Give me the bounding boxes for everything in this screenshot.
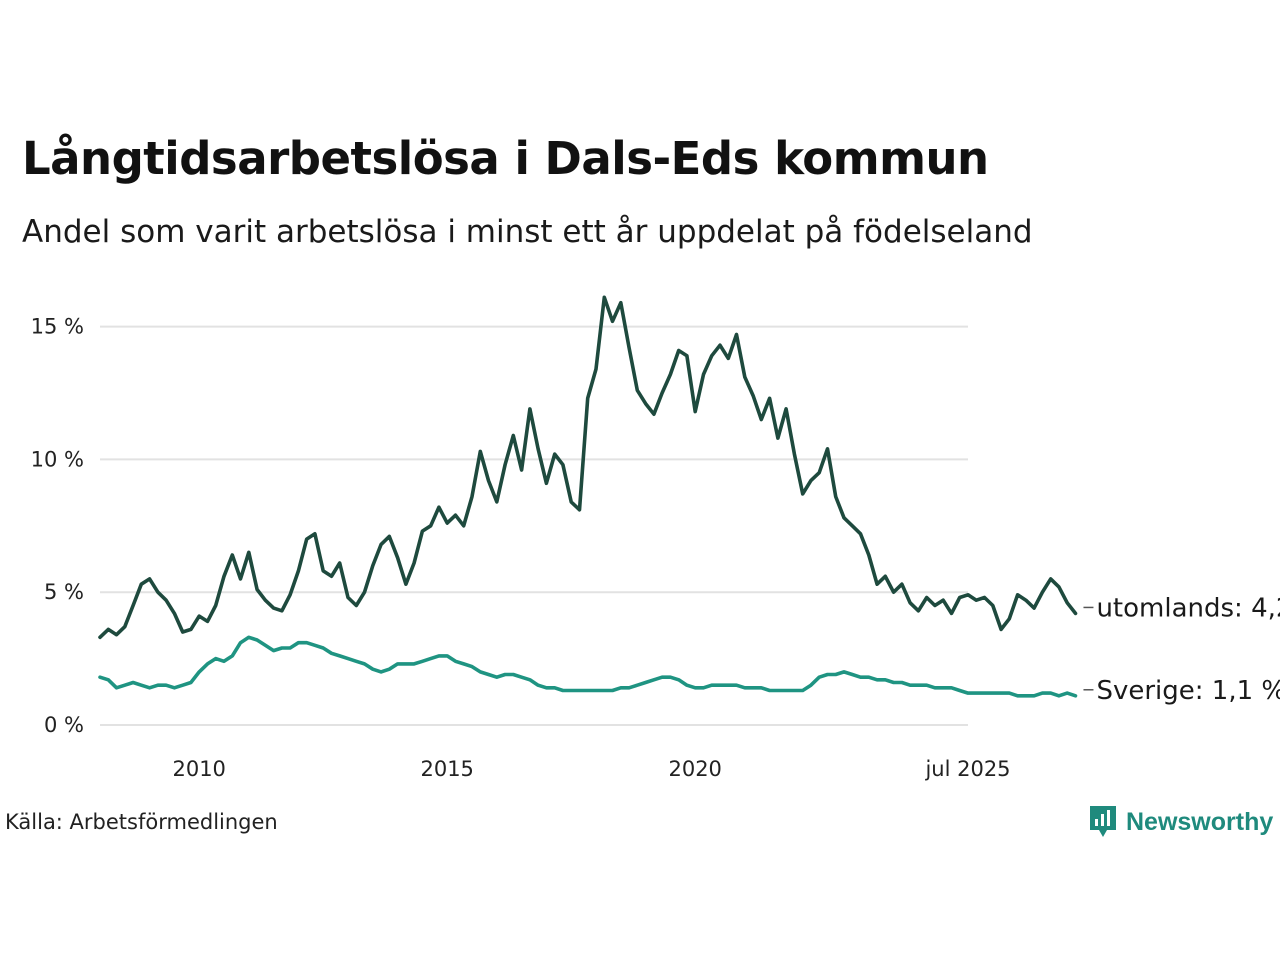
newsworthy-logo-icon [1090, 806, 1116, 837]
x-tick-label: jul 2025 [924, 757, 1010, 781]
x-tick-label: 2010 [172, 757, 225, 781]
series-line-sverige [98, 635, 1078, 698]
grid-lines [100, 325, 968, 726]
brand: Newsworthy [1088, 804, 1273, 840]
chart-title: Långtidsarbetslösa i Dals-Eds kommun [22, 132, 989, 185]
y-tick-label: 10 % [31, 447, 84, 471]
x-tick-label: 2015 [420, 757, 473, 781]
end-labels: utomlands: 4,2 % Sverige: 1,1 % [1083, 593, 1280, 706]
end-label-sverige: Sverige: 1,1 % [1096, 676, 1280, 706]
x-tick-label: 2020 [668, 757, 721, 781]
brand-name: Newsworthy [1126, 807, 1274, 836]
series-lines [98, 295, 1078, 698]
y-tick-label: 15 % [31, 315, 84, 339]
y-tick-label: 5 % [44, 580, 84, 604]
y-axis-ticks: 0 % 5 % 10 % 15 % [31, 315, 84, 737]
y-tick-label: 0 % [44, 713, 84, 737]
line-chart: 0 % 5 % 10 % 15 % 2010 2015 2020 jul 2025 utom… [31, 295, 1280, 781]
end-label-utomlands: utomlands: 4,2 % [1096, 593, 1280, 623]
series-line-utomlands [98, 295, 1078, 640]
chart-subtitle: Andel som varit arbetslösa i minst ett å… [22, 214, 1033, 250]
x-axis-ticks: 2010 2015 2020 jul 2025 [172, 757, 1010, 781]
source-note: Källa: Arbetsförmedlingen [5, 810, 278, 834]
